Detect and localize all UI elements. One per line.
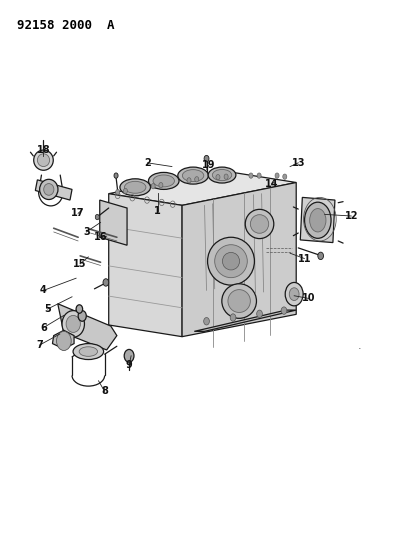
Circle shape <box>56 332 71 351</box>
Polygon shape <box>109 193 182 337</box>
Ellipse shape <box>207 237 254 285</box>
Text: 8: 8 <box>101 386 108 397</box>
Ellipse shape <box>148 172 179 189</box>
Text: 17: 17 <box>72 208 85 219</box>
Ellipse shape <box>37 154 49 166</box>
Circle shape <box>230 314 236 321</box>
Ellipse shape <box>62 311 85 337</box>
Ellipse shape <box>40 179 58 199</box>
Polygon shape <box>194 310 296 332</box>
Text: 1: 1 <box>154 206 161 216</box>
Ellipse shape <box>222 253 240 270</box>
Ellipse shape <box>182 169 204 182</box>
Text: 3: 3 <box>83 227 90 237</box>
Circle shape <box>257 310 263 318</box>
Circle shape <box>195 176 199 182</box>
Ellipse shape <box>228 289 250 312</box>
Polygon shape <box>35 180 72 200</box>
Circle shape <box>114 173 118 178</box>
Ellipse shape <box>120 179 151 196</box>
Text: 2: 2 <box>144 158 151 168</box>
Ellipse shape <box>222 284 256 318</box>
Circle shape <box>76 305 83 313</box>
Circle shape <box>257 173 261 178</box>
Ellipse shape <box>44 183 54 195</box>
Text: 11: 11 <box>298 254 311 263</box>
Ellipse shape <box>310 208 326 232</box>
Circle shape <box>187 177 191 183</box>
Circle shape <box>159 182 163 188</box>
Circle shape <box>103 279 109 286</box>
Polygon shape <box>52 330 74 349</box>
Circle shape <box>204 156 209 162</box>
Circle shape <box>78 311 86 321</box>
Text: 9: 9 <box>126 360 133 370</box>
Text: .: . <box>357 341 361 351</box>
Circle shape <box>216 174 220 180</box>
Ellipse shape <box>66 316 81 333</box>
Text: 13: 13 <box>292 158 305 168</box>
Polygon shape <box>100 200 127 245</box>
Circle shape <box>285 282 303 306</box>
Polygon shape <box>58 304 117 350</box>
Circle shape <box>95 214 99 220</box>
Text: 92158 2000  A: 92158 2000 A <box>17 19 115 33</box>
Circle shape <box>124 350 134 362</box>
Circle shape <box>151 183 155 189</box>
Circle shape <box>224 174 228 179</box>
Text: 10: 10 <box>302 293 315 303</box>
Ellipse shape <box>212 169 232 181</box>
Ellipse shape <box>250 215 269 233</box>
Circle shape <box>249 173 253 178</box>
Circle shape <box>283 174 287 179</box>
Ellipse shape <box>178 167 208 184</box>
Circle shape <box>116 189 120 195</box>
Circle shape <box>289 288 299 301</box>
Text: 14: 14 <box>265 179 279 189</box>
Text: 19: 19 <box>202 160 215 171</box>
Text: 12: 12 <box>344 211 358 221</box>
Ellipse shape <box>215 245 247 278</box>
Polygon shape <box>182 182 296 337</box>
Text: 18: 18 <box>37 144 50 155</box>
Text: 4: 4 <box>40 286 47 295</box>
Ellipse shape <box>153 175 175 187</box>
Text: 7: 7 <box>36 340 43 350</box>
Polygon shape <box>300 197 335 243</box>
Circle shape <box>281 307 287 314</box>
Circle shape <box>318 252 324 260</box>
Circle shape <box>204 318 209 325</box>
Ellipse shape <box>208 167 236 183</box>
Ellipse shape <box>305 202 331 238</box>
Circle shape <box>275 173 279 178</box>
Ellipse shape <box>34 150 53 170</box>
Ellipse shape <box>73 344 103 360</box>
Ellipse shape <box>245 209 274 239</box>
Text: 15: 15 <box>74 259 87 269</box>
Polygon shape <box>109 171 296 205</box>
Text: 6: 6 <box>40 322 47 333</box>
Circle shape <box>124 188 128 193</box>
Text: 16: 16 <box>94 232 107 243</box>
Ellipse shape <box>79 347 97 357</box>
Ellipse shape <box>124 181 146 193</box>
Text: 5: 5 <box>44 304 51 314</box>
